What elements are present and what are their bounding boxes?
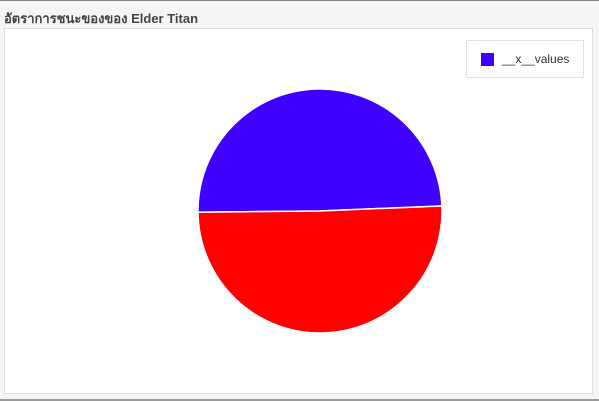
panel-title: อัตราการชนะของของ Elder Titan <box>4 11 199 26</box>
bottom-divider <box>0 399 599 401</box>
pie-slice-0[interactable] <box>197 88 443 213</box>
legend-swatch <box>481 53 494 66</box>
pie-slice-1[interactable] <box>197 205 443 334</box>
legend[interactable]: __x__values <box>466 40 584 78</box>
legend-label: __x__values <box>502 52 570 66</box>
top-divider <box>0 0 599 1</box>
